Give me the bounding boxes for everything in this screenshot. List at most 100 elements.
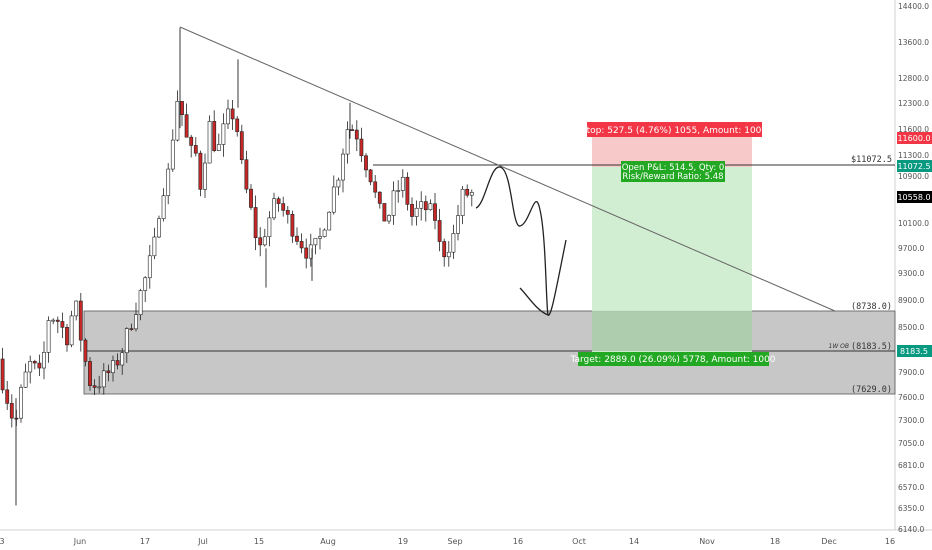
candle-body bbox=[262, 236, 267, 246]
candle-body bbox=[465, 188, 470, 196]
price-tick-label: 6350.0 bbox=[898, 504, 924, 513]
badge-level-bg bbox=[897, 160, 932, 172]
candle-body bbox=[391, 190, 396, 216]
candle-body bbox=[9, 403, 14, 419]
candle-body bbox=[331, 186, 336, 213]
time-tick-label: Jun bbox=[73, 537, 87, 546]
candle-body bbox=[0, 358, 5, 391]
candle-body bbox=[111, 360, 115, 374]
candle-body bbox=[129, 328, 134, 330]
candle-body bbox=[147, 255, 152, 279]
candle-body bbox=[143, 277, 148, 291]
badge-last-bg bbox=[897, 191, 932, 203]
badge-stop: 11600.0 bbox=[897, 134, 930, 143]
zone-label: 1W OB bbox=[829, 343, 850, 350]
candle-body bbox=[336, 179, 341, 188]
candle-body bbox=[5, 389, 10, 404]
time-tick-label: 17 bbox=[140, 537, 150, 546]
candle-body bbox=[423, 201, 428, 211]
candle-body bbox=[433, 203, 437, 221]
candle-body bbox=[456, 215, 460, 234]
candle-body bbox=[92, 385, 97, 388]
price-tick-label: 6140.0 bbox=[898, 525, 924, 534]
time-tick-label: Dec bbox=[821, 537, 836, 546]
order-block-zone[interactable] bbox=[83, 310, 896, 395]
candle-body bbox=[175, 101, 180, 141]
candle-body bbox=[304, 247, 309, 259]
candle-body bbox=[442, 241, 447, 258]
candle-body bbox=[97, 386, 102, 389]
candlestick-series bbox=[0, 27, 474, 506]
candle-body bbox=[437, 220, 442, 242]
candle-body bbox=[327, 211, 332, 231]
time-tick-label: 18 bbox=[770, 537, 780, 546]
time-tick-label: Nov bbox=[699, 537, 715, 546]
candle-body bbox=[120, 352, 125, 366]
candle-body bbox=[198, 152, 203, 190]
pnl-label-box bbox=[621, 161, 725, 182]
time-tick-label: 16 bbox=[513, 537, 523, 546]
candle-body bbox=[368, 169, 373, 183]
candle-body bbox=[400, 176, 405, 191]
target-label-box bbox=[578, 352, 769, 366]
candle-body bbox=[157, 218, 161, 238]
target-zone-overlap bbox=[592, 311, 752, 351]
target-zone[interactable] bbox=[592, 167, 752, 351]
projection-curve[interactable] bbox=[475, 166, 567, 316]
candle-body bbox=[207, 121, 212, 164]
candle-body bbox=[318, 236, 322, 239]
candle-body bbox=[295, 235, 299, 242]
badge-stop-bg bbox=[897, 132, 932, 144]
candle-body bbox=[359, 138, 364, 157]
price-tick-label: 10900.0 bbox=[898, 172, 929, 181]
candle-body bbox=[65, 327, 69, 346]
candle-body bbox=[78, 300, 83, 341]
candle-body bbox=[373, 181, 378, 193]
candle-body bbox=[46, 320, 51, 353]
candle-body bbox=[69, 315, 74, 346]
candle-body bbox=[106, 370, 111, 374]
price-tick-label: 12300.0 bbox=[898, 99, 929, 108]
candle-body bbox=[387, 215, 391, 222]
time-tick-label: 3 bbox=[0, 537, 5, 546]
price-tick-label: 12800.0 bbox=[898, 74, 929, 83]
candle-body bbox=[88, 361, 92, 386]
candle-body bbox=[299, 241, 304, 249]
price-axis-ticks: 14400.0 13600.0 12800.0 12300.0 11600.0 11300… bbox=[898, 2, 929, 534]
candle-body bbox=[244, 159, 249, 190]
candle-body bbox=[55, 319, 60, 322]
candle-body bbox=[290, 214, 295, 237]
candle-body bbox=[272, 198, 276, 219]
price-tick-label: 11600.0 bbox=[898, 125, 929, 134]
candle-body bbox=[134, 314, 138, 330]
time-axis-ticks: 3 Jun 17 Jul 15 Aug 19 Sep 16 Oct 14 Nov 18 Dec 16 bbox=[0, 537, 895, 546]
candle-body bbox=[170, 139, 175, 170]
price-tick-label: 9300.0 bbox=[898, 269, 924, 278]
candle-body bbox=[322, 229, 327, 237]
candle-body bbox=[276, 198, 281, 204]
pnl-label: Open P&L: 514.5, Qty: 0 bbox=[622, 163, 725, 173]
candle-body bbox=[51, 319, 56, 322]
candle-body bbox=[184, 114, 189, 138]
price-tick-label: 7600.0 bbox=[898, 393, 924, 402]
time-tick-label: 19 bbox=[398, 537, 408, 546]
candle-body bbox=[267, 217, 272, 238]
level-label-11072: $11072.5 bbox=[851, 155, 892, 165]
candle-body bbox=[166, 168, 171, 197]
level-label-8738: (8738.0) bbox=[851, 302, 892, 312]
candle-body bbox=[226, 108, 230, 125]
time-tick-label: 14 bbox=[629, 537, 639, 546]
candle-body bbox=[354, 129, 359, 140]
price-tick-label: 6570.0 bbox=[898, 483, 924, 492]
candle-body bbox=[419, 201, 424, 209]
candle-body bbox=[42, 352, 46, 369]
price-tick-label: 13600.0 bbox=[898, 38, 929, 47]
projection-curve-tail bbox=[519, 287, 549, 316]
candle-body bbox=[239, 131, 244, 161]
candle-body bbox=[235, 118, 240, 132]
descending-trendline[interactable] bbox=[179, 26, 836, 312]
candle-body bbox=[313, 237, 318, 246]
candle-body bbox=[124, 328, 129, 354]
